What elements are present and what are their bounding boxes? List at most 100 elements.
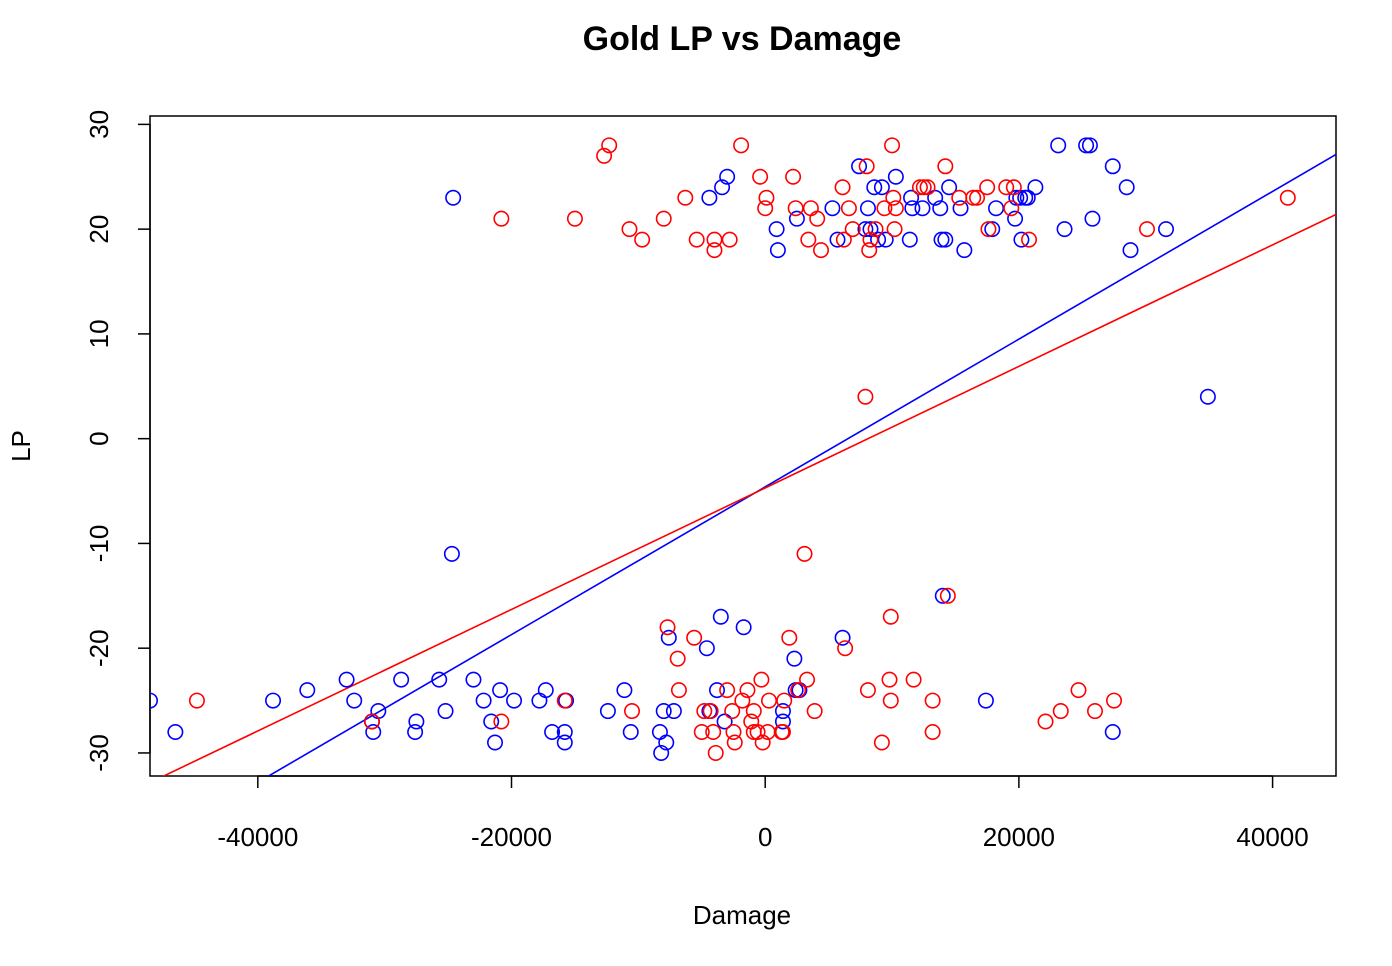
data-point: [665, 703, 682, 720]
data-point: [506, 692, 523, 709]
regression-line: [161, 213, 1336, 776]
data-point: [761, 692, 778, 709]
data-point: [956, 242, 973, 259]
data-point: [150, 692, 158, 709]
data-point: [712, 608, 729, 625]
data-point: [702, 703, 719, 720]
data-point: [749, 723, 766, 740]
data-point: [660, 629, 677, 646]
x-tick-label: 20000: [983, 822, 1055, 852]
data-point: [188, 692, 205, 709]
data-point: [726, 734, 743, 751]
data-point: [791, 682, 808, 699]
data-point: [851, 158, 868, 175]
data-point: [1021, 231, 1038, 248]
data-point: [887, 200, 904, 217]
data-point: [655, 210, 672, 227]
data-point: [393, 671, 410, 688]
data-point: [905, 671, 922, 688]
data-point: [621, 221, 638, 238]
data-point: [1122, 242, 1139, 259]
data-point: [873, 179, 890, 196]
data-point: [774, 713, 791, 730]
data-point: [980, 221, 997, 238]
data-point: [706, 231, 723, 248]
data-point: [624, 703, 641, 720]
data-point: [1199, 388, 1216, 405]
data-point: [932, 200, 949, 217]
data-point: [988, 200, 1005, 217]
data-point: [365, 723, 382, 740]
data-point: [1081, 137, 1098, 154]
data-point: [1008, 189, 1025, 206]
data-point: [544, 723, 561, 740]
data-point: [1158, 221, 1175, 238]
data-point: [346, 692, 363, 709]
data-point: [857, 388, 874, 405]
x-tick-label: -20000: [471, 822, 552, 852]
data-point: [939, 587, 956, 604]
data-point: [862, 221, 879, 238]
data-point: [531, 692, 548, 709]
data-point: [813, 242, 830, 259]
data-point: [781, 629, 798, 646]
data-point: [601, 137, 618, 154]
data-point: [1003, 200, 1020, 217]
data-point: [915, 179, 932, 196]
data-point: [904, 200, 921, 217]
x-axis: -40000 -20000 0 20000 40000: [217, 775, 1309, 852]
y-tick-label: -30: [84, 734, 114, 772]
data-point: [437, 703, 454, 720]
data-point: [984, 221, 1001, 238]
data-point: [1013, 231, 1030, 248]
data-point: [884, 137, 901, 154]
data-point: [806, 703, 823, 720]
data-point: [707, 744, 724, 761]
data-point: [734, 692, 751, 709]
data-point: [299, 682, 316, 699]
data-point: [725, 723, 742, 740]
data-point: [1056, 221, 1073, 238]
data-point: [924, 692, 941, 709]
data-point: [861, 242, 878, 259]
data-point: [903, 189, 920, 206]
data-point: [556, 692, 573, 709]
data-point: [768, 221, 785, 238]
data-point: [857, 221, 874, 238]
data-point: [706, 242, 723, 259]
data-point: [757, 200, 774, 217]
data-point: [716, 713, 733, 730]
data-point: [1104, 158, 1121, 175]
data-point: [1005, 179, 1022, 196]
data-point: [705, 723, 722, 740]
y-tick-label: -20: [84, 629, 114, 667]
y-tick-label: 0: [84, 431, 114, 445]
data-point: [785, 168, 802, 185]
regression-lines: [161, 153, 1336, 776]
data-point: [862, 231, 879, 248]
data-point: [653, 744, 670, 761]
data-point: [941, 179, 958, 196]
data-point: [1118, 179, 1135, 196]
data-point: [1037, 713, 1054, 730]
data-point: [493, 713, 510, 730]
data-point: [693, 723, 710, 740]
data-point: [870, 231, 887, 248]
data-point: [787, 200, 804, 217]
data-point: [719, 682, 736, 699]
data-point: [774, 703, 791, 720]
data-point: [887, 168, 904, 185]
data-point: [824, 200, 841, 217]
data-point: [799, 671, 816, 688]
x-tick-label: -40000: [217, 822, 298, 852]
data-point: [876, 200, 893, 217]
data-point: [655, 703, 672, 720]
data-point: [965, 189, 982, 206]
data-point: [558, 692, 575, 709]
data-point: [487, 734, 504, 751]
y-tick-label: 30: [84, 110, 114, 139]
data-point: [901, 231, 918, 248]
data-points: [150, 137, 1296, 761]
plot-frame: [149, 115, 1337, 777]
